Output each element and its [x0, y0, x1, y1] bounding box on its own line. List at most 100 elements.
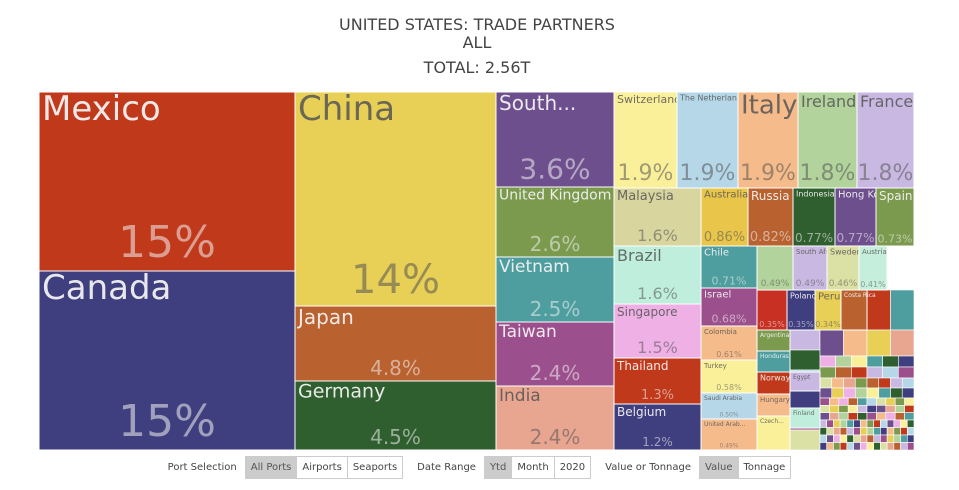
filler-cell	[847, 405, 858, 413]
filler-cell	[894, 405, 905, 413]
control-group: Value or Tonnage Value Tonnage	[605, 456, 792, 479]
filler-cell	[880, 442, 888, 451]
filler-cell	[839, 442, 848, 451]
filler-cell	[901, 387, 915, 399]
cell-label: United Kingdom	[499, 188, 611, 204]
value-label: 2.4%	[530, 361, 581, 385]
treemap-cell	[613, 187, 702, 247]
treemap-cell	[840, 289, 868, 331]
filler-cell	[893, 434, 901, 443]
treemap-cell	[700, 287, 758, 327]
treemap-cell	[38, 270, 296, 451]
filler-cell	[890, 387, 903, 399]
cell-label: Italy	[741, 90, 797, 120]
option-button[interactable]: Airports	[296, 457, 347, 478]
filler-cell	[846, 434, 854, 443]
treemap-cell	[294, 91, 497, 307]
value-label: 0.71%	[712, 274, 747, 287]
filler-cell	[882, 355, 899, 368]
treemap-cell	[858, 245, 888, 291]
cell-label: Chile	[704, 247, 729, 258]
filler-cell	[866, 397, 877, 406]
cell-label: France	[860, 92, 913, 111]
treemap-cell	[495, 321, 615, 387]
filler-cell	[833, 442, 841, 451]
filler-cell	[873, 442, 881, 451]
value-label: 4.5%	[370, 425, 421, 449]
filler-cell	[819, 387, 833, 399]
filler-cell	[857, 405, 868, 413]
option-button[interactable]: Month	[511, 457, 554, 478]
filler-cell	[819, 419, 828, 428]
value-label: 1.9%	[618, 161, 674, 186]
value-label: 0.35%	[759, 320, 785, 329]
filler-cell	[819, 405, 830, 413]
option-button[interactable]: Tonnage	[737, 457, 791, 478]
cell-label: Costa Rica	[844, 292, 876, 299]
filler-cell	[819, 355, 836, 368]
filler-cell	[853, 434, 861, 443]
filler-cell	[890, 289, 915, 331]
filler-cell	[853, 442, 861, 451]
filler-cell	[906, 434, 915, 443]
filler-cell	[838, 412, 849, 421]
cell-label: Israel	[704, 289, 731, 300]
value-label: 1.8%	[800, 161, 856, 186]
filler-cell	[789, 389, 821, 411]
option-button[interactable]: Value	[700, 457, 738, 478]
treemap-cell	[756, 289, 788, 331]
cell-label: Austria	[862, 248, 887, 256]
filler-cell	[829, 405, 840, 413]
value-label: 2.4%	[530, 425, 581, 449]
option-button[interactable]: Ytd	[484, 457, 512, 478]
button-group: Value Tonnage	[699, 456, 792, 479]
treemap-cell	[875, 187, 915, 247]
filler-cell	[894, 397, 905, 406]
cell-label: South...	[499, 91, 576, 115]
cell-label: Malaysia	[617, 189, 674, 204]
filler-cell	[819, 427, 828, 436]
treemap-cell	[792, 245, 828, 291]
filler-cell	[847, 397, 858, 406]
filler-cell	[886, 427, 895, 436]
filler-cell	[831, 387, 844, 399]
option-button[interactable]: All Ports	[245, 457, 297, 478]
value-label: 0.46%	[829, 279, 858, 289]
value-label: 0.35%	[788, 320, 814, 329]
filler-cell	[904, 397, 915, 406]
chart: UNITED STATES: TRADE PARTNERS ALL TOTAL:…	[38, 15, 915, 451]
value-label: 0.82%	[750, 230, 791, 245]
cell-label: Switzerland	[617, 93, 681, 106]
cell-label: Hungary	[760, 396, 790, 404]
filler-cell	[886, 442, 895, 451]
filler-cell	[876, 412, 887, 421]
cell-label: Russia	[751, 189, 790, 203]
cell-label: Colombia	[704, 328, 737, 336]
cell-label: Finland	[793, 410, 815, 417]
control-label: Value or Tonnage	[605, 462, 692, 473]
control-label: Port Selection	[167, 462, 237, 473]
filler-cell	[839, 419, 848, 428]
option-button[interactable]: 2020	[553, 457, 591, 478]
filler-cell	[846, 419, 854, 428]
filler-cell	[873, 427, 881, 436]
cell-label: Mexico	[42, 89, 161, 129]
option-button[interactable]: Seaports	[346, 457, 403, 478]
filler-cell	[866, 366, 883, 379]
treemap-cell	[613, 403, 702, 451]
filler-cell	[866, 405, 877, 413]
cell-label: Belgium	[617, 405, 666, 419]
cell-label: South Africa	[796, 248, 839, 256]
filler-cell	[835, 355, 852, 368]
filler-cell	[878, 377, 891, 389]
value-label: 3.6%	[519, 152, 590, 185]
control-group: Port Selection All Ports Airports Seaports	[168, 456, 404, 479]
filler-cell	[866, 329, 891, 357]
cell-label: United Arab...	[704, 421, 745, 428]
filler-cell	[829, 412, 840, 421]
cell-label: Brazil	[617, 246, 662, 265]
filler-cell	[866, 419, 875, 428]
filler-cell	[819, 329, 844, 357]
filler-cell	[833, 419, 841, 428]
